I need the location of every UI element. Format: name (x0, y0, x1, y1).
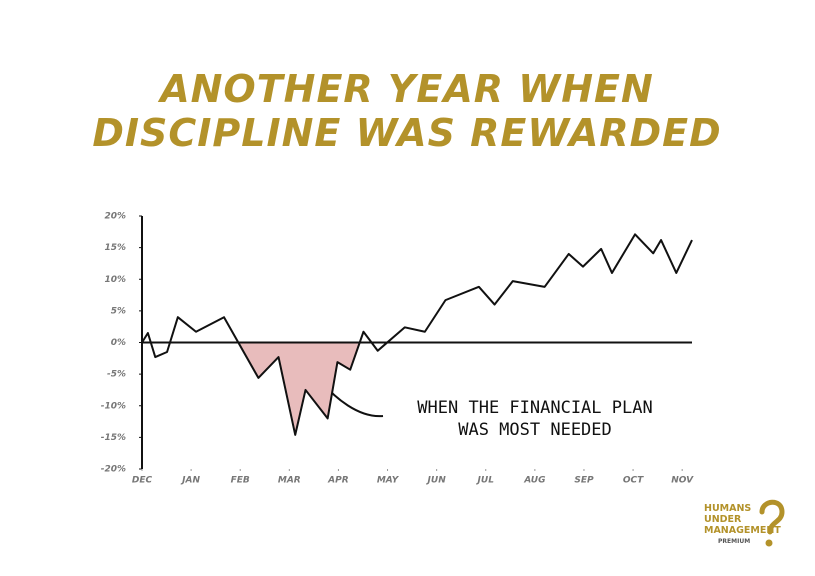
x-tick-label: JUL (476, 476, 495, 486)
x-tick-label: SEP (574, 476, 594, 486)
chart-title: DISCIPLINE WAS REWARDED (92, 111, 721, 155)
x-tick-label: OCT (623, 476, 644, 486)
logo-text: HUMANS (704, 503, 751, 514)
x-tick-label: AUG (523, 476, 545, 486)
logo: HUMANS UNDER MANAGEMENT PREMIUM (704, 499, 785, 547)
series-line (141, 233, 693, 436)
x-tick-label: NOV (671, 476, 694, 486)
y-tick-label: 10% (104, 275, 126, 285)
logo-icon (759, 499, 785, 535)
x-tick-label: JUN (426, 476, 447, 486)
x-tick-label: DEC (132, 476, 153, 486)
logo-text: UNDER (704, 514, 742, 525)
annotation: WAS MOST NEEDED (458, 420, 612, 440)
x-tick-label: JAN (180, 476, 200, 486)
logo-text: MANAGEMENT (704, 525, 781, 536)
logo-icon (765, 539, 773, 547)
x-tick-label: MAR (278, 476, 301, 486)
annotation: WHEN THE FINANCIAL PLAN (417, 398, 652, 418)
y-tick-label: 5% (111, 306, 126, 316)
highlight-area (238, 342, 360, 435)
y-tick-label: -10% (101, 401, 126, 411)
x-tick-label: MAY (377, 476, 400, 486)
x-tick-label: FEB (231, 476, 250, 486)
y-tick-label: -15% (101, 433, 126, 443)
y-tick-label: 0% (111, 338, 126, 348)
y-tick-label: -5% (107, 370, 126, 380)
x-tick-label: APR (327, 476, 349, 486)
y-tick-label: 20% (104, 212, 126, 222)
y-tick-label: 15% (104, 243, 126, 253)
logo-text: PREMIUM (718, 538, 750, 545)
y-tick-label: -20% (101, 465, 126, 475)
chart-title: ANOTHER YEAR WHEN (157, 67, 654, 111)
